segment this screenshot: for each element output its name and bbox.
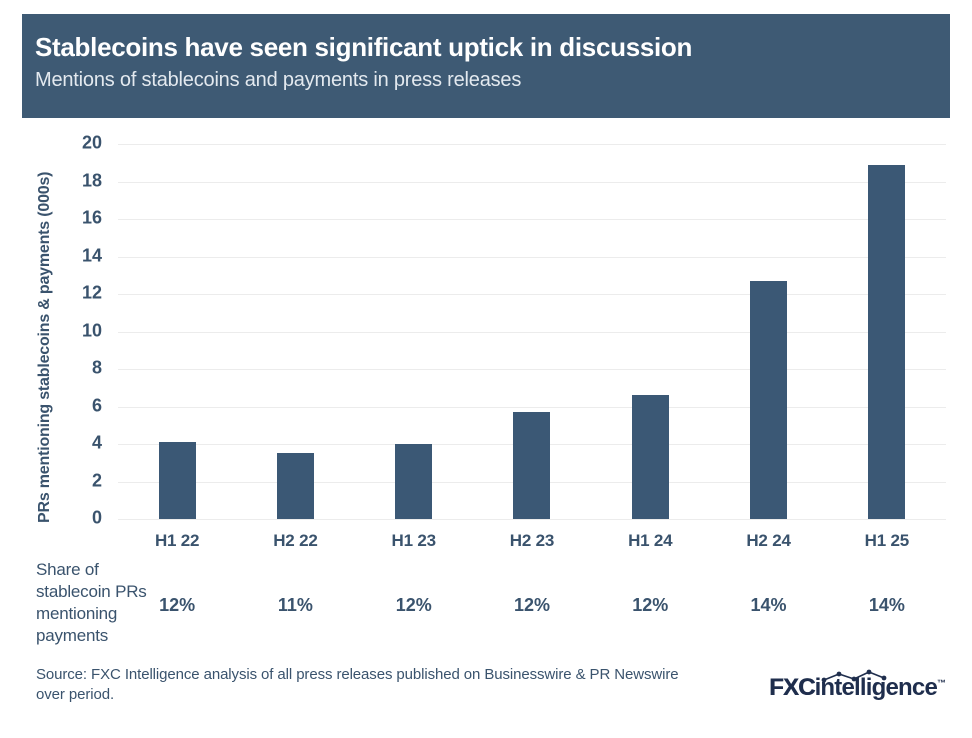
logo-sparkline-icon <box>821 669 887 683</box>
share-value: 12% <box>395 594 432 615</box>
share-row-label: Share of stablecoin PRs mentioning payme… <box>36 560 147 645</box>
y-axis-label: PRs mentioning stablecoins & payments (0… <box>36 171 53 524</box>
gridline <box>118 219 946 220</box>
gridline <box>118 519 946 520</box>
bar-chart: PRs mentioning stablecoins & payments (0… <box>36 132 950 551</box>
y-tick-label: 12 <box>81 282 102 303</box>
bar-column <box>236 144 354 519</box>
y-tick-label: 0 <box>91 507 102 528</box>
x-tick-label: H2 22 <box>273 531 318 550</box>
bars-row <box>118 144 946 519</box>
share-value: 12% <box>513 594 550 615</box>
gridline <box>118 144 946 145</box>
x-tick-label: H2 23 <box>509 531 555 550</box>
y-tick-label: 2 <box>91 469 102 490</box>
fxc-intelligence-logo: FXCintelligence™ <box>769 668 946 702</box>
bar <box>868 164 906 519</box>
bar <box>395 444 433 519</box>
y-tick-label: 8 <box>91 357 102 378</box>
bar <box>276 453 314 519</box>
bar-column <box>591 144 709 519</box>
header-banner: Stablecoins have seen significant uptick… <box>22 14 950 118</box>
gridline <box>118 406 946 408</box>
y-tick-label: 4 <box>91 432 102 453</box>
y-tick-label: 6 <box>91 394 102 415</box>
bar <box>513 412 551 519</box>
share-value: 14% <box>868 594 905 615</box>
y-tick-label: 18 <box>81 169 102 190</box>
logo-trademark: ™ <box>937 678 946 688</box>
share-value: 12% <box>159 594 196 615</box>
y-tick-label: 10 <box>81 319 102 340</box>
gridline <box>118 181 946 183</box>
gridline <box>118 256 946 258</box>
bar <box>158 442 196 519</box>
bar-column <box>473 144 591 519</box>
footer: Source: FXC Intelligence analysis of all… <box>36 665 946 705</box>
chart-title: Stablecoins have seen significant uptick… <box>35 32 693 62</box>
plot-area <box>118 144 950 520</box>
share-value: 12% <box>632 594 669 615</box>
x-tick-label: H1 24 <box>628 531 673 550</box>
chart-subtitle: Mentions of stablecoins and payments in … <box>35 68 522 91</box>
bar <box>631 395 669 519</box>
share-values: 12% 11% 12% 12% 12% 14% 14% <box>118 559 946 651</box>
y-tick-label: 16 <box>81 207 102 228</box>
bar-column <box>709 144 827 519</box>
x-tick-label: H1 22 <box>154 531 200 550</box>
x-axis-labels: H1 22 H2 22 H1 23 H2 23 H1 24 H2 24 H1 25 <box>118 531 946 551</box>
x-tick-label: H2 24 <box>746 531 791 550</box>
logo-fxc-text: FXC <box>768 674 815 701</box>
gridline <box>118 369 946 370</box>
logo-intelligence-text: intelligence <box>814 674 938 701</box>
bar <box>750 280 788 519</box>
y-axis-ticks: 0 2 4 6 8 10 12 14 16 18 20 <box>62 132 118 527</box>
bar-column <box>118 144 236 519</box>
y-tick-label: 14 <box>81 244 102 265</box>
bar-column <box>828 144 946 519</box>
bar-column <box>355 144 473 519</box>
gridline <box>118 294 946 295</box>
share-value: 11% <box>277 594 313 615</box>
share-value: 14% <box>750 594 787 615</box>
y-tick-label: 20 <box>81 132 102 153</box>
gridline <box>118 331 946 333</box>
source-note: Source: FXC Intelligence analysis of all… <box>36 666 679 703</box>
share-row: Share of stablecoin PRs mentioning payme… <box>36 559 950 651</box>
x-tick-label: H1 25 <box>864 531 910 550</box>
x-tick-label: H1 23 <box>391 531 437 550</box>
